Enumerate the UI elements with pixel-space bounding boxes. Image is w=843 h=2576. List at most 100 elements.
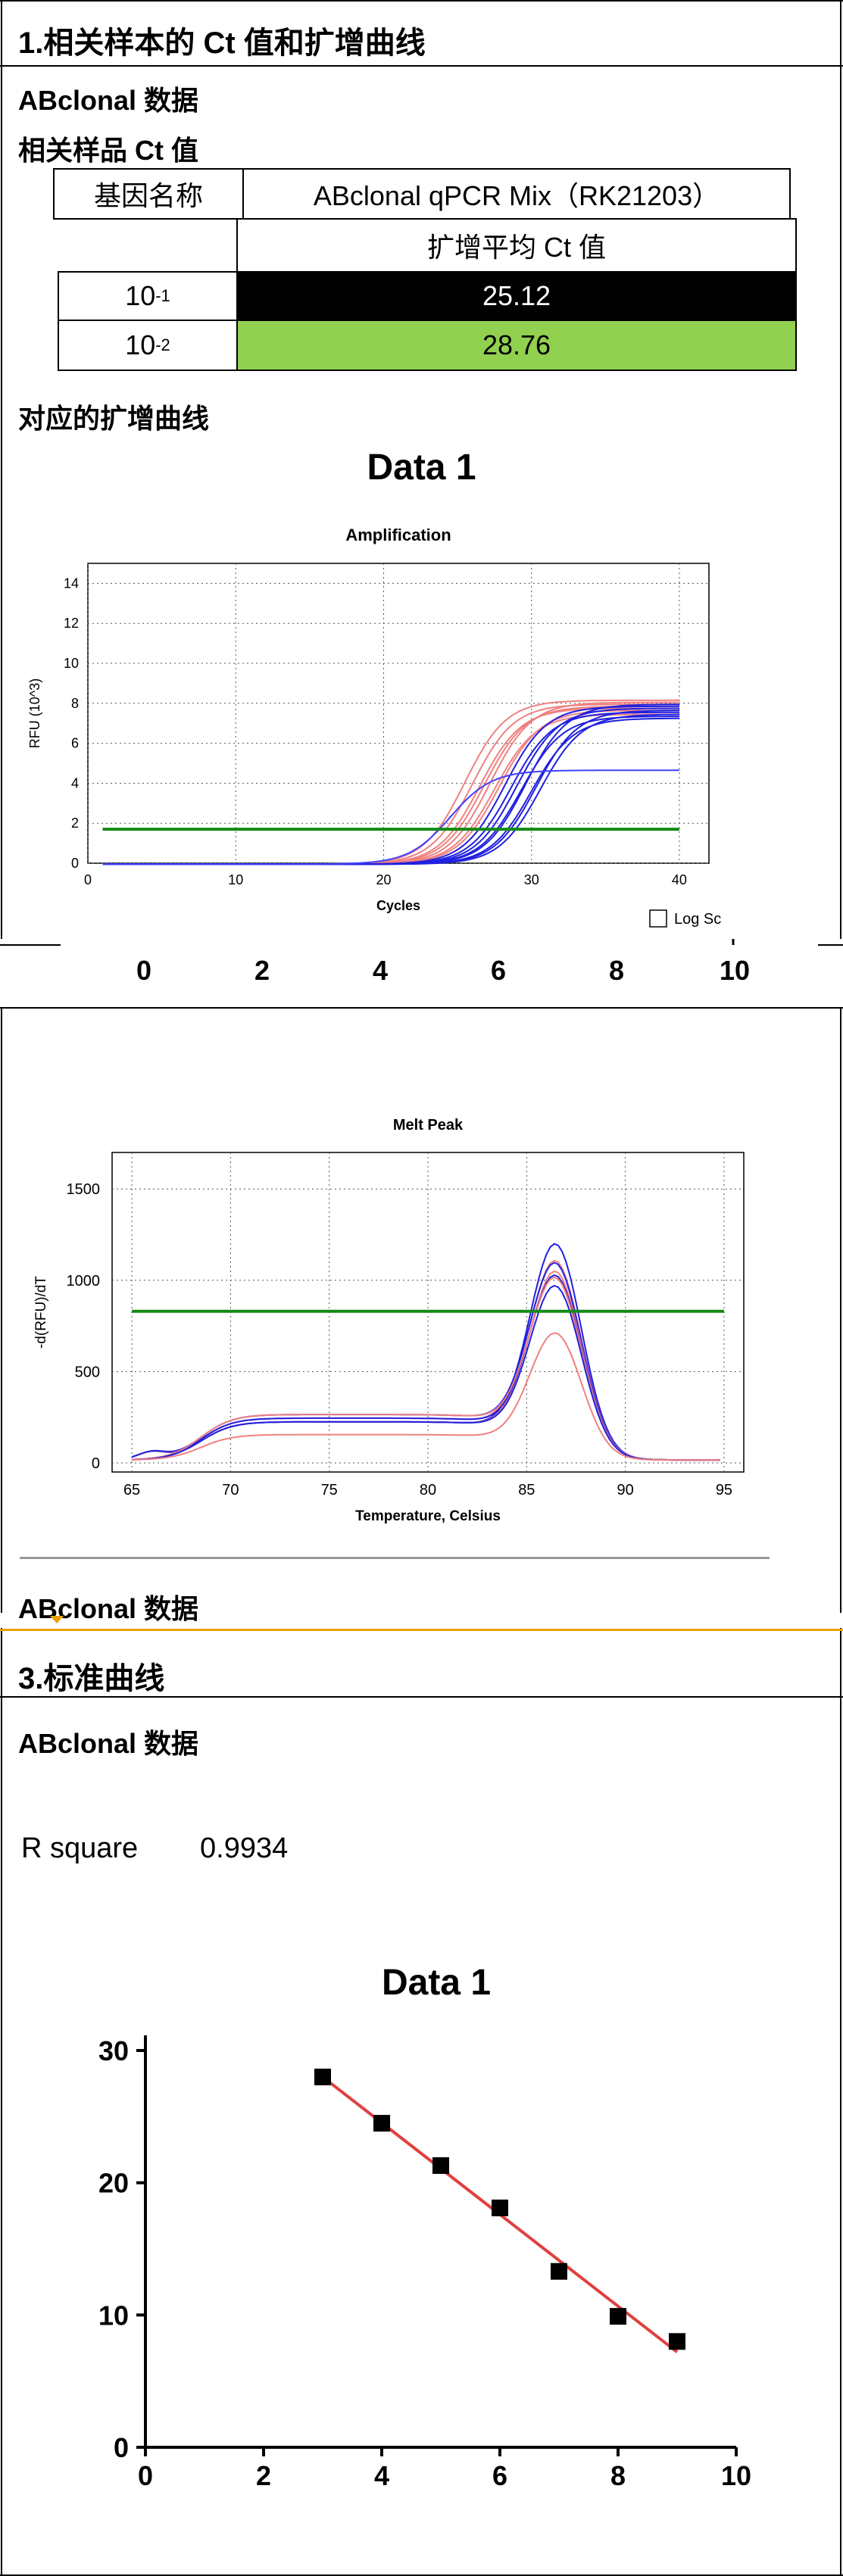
avg-ct-header: 扩增平均 Ct 值 <box>236 218 797 273</box>
underlying-x-tick-label: 0 <box>136 955 151 986</box>
amp-curve <box>102 705 679 865</box>
row-2-ct-value: 28.76 <box>236 320 797 371</box>
mix-header: ABclonal qPCR Mix（RK21203） <box>242 168 791 220</box>
amp-chart-title: Amplification <box>345 525 451 544</box>
dropdown-marker-icon <box>50 1616 64 1623</box>
amp-x-tick-label: 20 <box>376 872 391 887</box>
melt-x-tick-label: 75 <box>321 1482 338 1499</box>
section-2-top-border <box>0 1007 843 1009</box>
std-data-point <box>610 2308 626 2325</box>
std-data-point <box>492 2199 508 2216</box>
underlying-x-tick-label: 4 <box>373 955 388 986</box>
melt-y-label: -d(RFU)/dT <box>33 1276 49 1349</box>
row-1-ct-value: 25.12 <box>236 271 797 321</box>
standard-curve-chart: Data 1 0 10 20 30 0 2 4 6 8 10 <box>98 1963 751 2491</box>
melt-x-tick-label: 95 <box>716 1482 732 1499</box>
amp-curve <box>102 703 679 865</box>
section-3-subtitle: ABclonal 数据 <box>18 1728 199 1759</box>
std-chart-title: Data 1 <box>382 1963 491 2003</box>
std-y-tick-label: 30 <box>98 2035 129 2066</box>
table-title: 相关样品 Ct 值 <box>18 135 198 166</box>
underlying-x-tick-label: 8 <box>609 955 624 986</box>
gene-name-header: 基因名称 <box>53 168 244 220</box>
std-y-tick-label: 0 <box>114 2432 129 2463</box>
std-x-tick-label: 0 <box>138 2460 153 2491</box>
amp-y-label: RFU (10^3) <box>27 678 42 748</box>
amp-curve <box>102 703 680 865</box>
amp-x-tick-label: 0 <box>84 872 92 887</box>
amp-big-title: Data 1 <box>367 448 476 488</box>
orange-divider <box>0 1629 843 1631</box>
amp-curve <box>102 709 680 865</box>
amp-y-tick-label: 12 <box>64 616 79 631</box>
std-x-tick-label: 2 <box>256 2460 271 2491</box>
r-square-label: R square <box>21 1832 139 1864</box>
melt-x-tick-label: 65 <box>123 1482 140 1499</box>
std-x-tick-label: 6 <box>492 2460 507 2491</box>
log-scale-checkbox <box>649 909 667 928</box>
amp-y-tick-label: 14 <box>64 575 79 591</box>
row-2-dilution: 10 -2 <box>58 320 238 371</box>
std-data-point <box>432 2157 449 2174</box>
section-1-title: 1.相关样本的 Ct 值和扩增曲线 <box>18 27 426 60</box>
amp-curve <box>102 705 679 865</box>
section-3-header-divider <box>0 1696 843 1698</box>
amp-x-tick-label: 30 <box>524 872 539 887</box>
std-data-point <box>551 2263 567 2280</box>
amp-curve <box>102 716 679 865</box>
amp-curve <box>102 709 679 865</box>
melt-divider <box>20 1557 770 1559</box>
amp-y-tick-label: 0 <box>71 856 79 871</box>
std-x-tick-label: 4 <box>374 2460 389 2491</box>
amp-y-tick-label: 6 <box>71 736 79 751</box>
std-x-tick-label: 8 <box>610 2460 626 2491</box>
amp-curve <box>102 769 679 865</box>
melt-curve <box>132 1270 720 1461</box>
std-y-tick-label: 10 <box>98 2300 129 2331</box>
amp-curve <box>102 717 679 865</box>
amp-y-tick-label: 10 <box>64 656 79 671</box>
melt-peak-chart: Melt Peak 65 70 75 80 85 90 95 0 500 1000 1500 Tempe… <box>33 1117 745 1524</box>
amp-y-tick-label: 2 <box>71 816 79 831</box>
underlying-x-tick-label: 6 <box>491 955 506 986</box>
row-2-base: 10 <box>125 329 156 360</box>
melt-y-tick-label: 0 <box>92 1455 100 1472</box>
melt-x-tick-label: 80 <box>420 1482 436 1499</box>
amp-x-tick-label: 40 <box>672 872 687 887</box>
underlying-x-tick-label: 2 <box>254 955 270 986</box>
amp-y-tick-label: 4 <box>71 775 79 791</box>
amp-y-tick-label: 8 <box>71 696 79 711</box>
amp-curve <box>102 713 680 865</box>
amp-x-tick-label: 10 <box>228 872 243 887</box>
melt-curve <box>132 1332 720 1461</box>
std-data-point <box>669 2333 685 2350</box>
log-scale-label: Log Sc <box>674 911 721 928</box>
row-1-dilution: 10 -1 <box>58 271 238 321</box>
section-1-subtitle: ABclonal 数据 <box>18 85 199 116</box>
section-3-title: 3.标准曲线 <box>18 1662 165 1695</box>
bottom-border <box>0 2574 843 2576</box>
top-border <box>0 0 843 2</box>
section-2-frame <box>1 1007 841 1613</box>
r-square-value: 0.9934 <box>200 1832 289 1864</box>
std-x-tick-label: 10 <box>721 2460 751 2491</box>
std-data-point <box>314 2068 331 2085</box>
curves-title: 对应的扩增曲线 <box>18 403 210 434</box>
amp-curve <box>102 711 679 865</box>
amp-curve <box>102 713 679 865</box>
section-1-frame <box>1 0 841 939</box>
underlying-x-tick-label: 10 <box>720 955 750 986</box>
melt-x-tick-label: 85 <box>518 1482 535 1499</box>
section-3-frame <box>1 1628 841 2576</box>
amp-curve <box>102 707 679 865</box>
melt-chart-title: Melt Peak <box>393 1117 464 1134</box>
melt-x-label: Temperature, Celsius <box>355 1508 501 1524</box>
melt-x-tick-label: 90 <box>617 1482 634 1499</box>
melt-curve <box>132 1274 720 1461</box>
melt-curve <box>132 1284 720 1461</box>
row-1-base: 10 <box>125 280 156 311</box>
melt-x-tick-label: 70 <box>222 1482 239 1499</box>
melt-y-tick-label: 1500 <box>67 1181 101 1198</box>
std-data-point <box>373 2115 390 2132</box>
